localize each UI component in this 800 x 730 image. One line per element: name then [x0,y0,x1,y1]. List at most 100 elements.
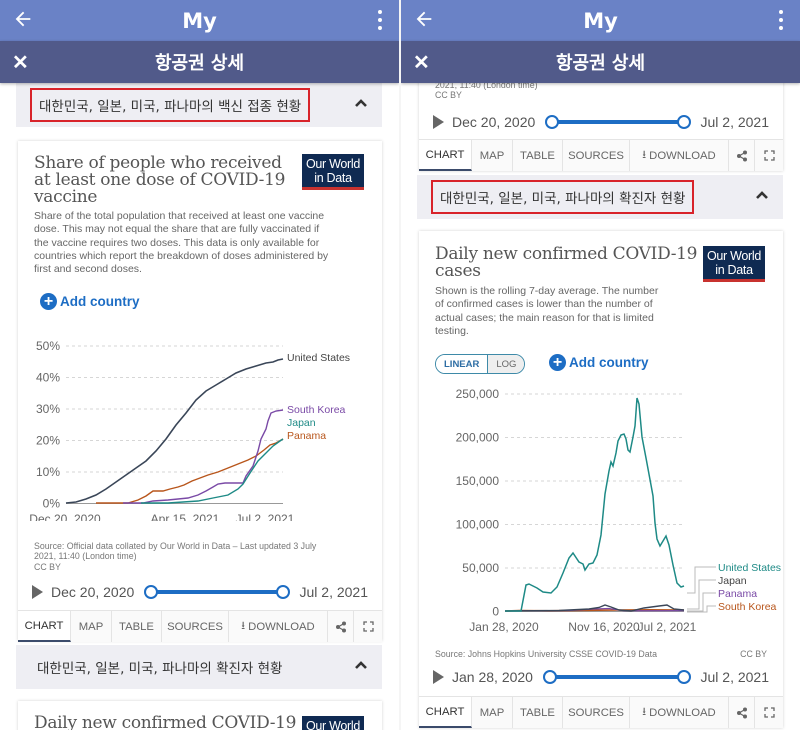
add-country-button[interactable]: + Add country [40,293,140,310]
play-icon[interactable] [32,585,43,599]
timeline-end: Jul 2, 2021 [299,584,369,600]
slider-end-handle[interactable] [275,585,290,599]
timeline: Dec 20, 2020 Jul 2, 2021 [32,581,368,603]
timeline-start: Dec 20, 2020 [452,114,536,130]
tab-chart[interactable]: CHART [18,611,71,642]
timeline: Jan 28, 2020 Jul 2, 2021 [433,666,769,688]
slider-start-handle[interactable] [542,670,557,684]
chart-source: Source: Official data collated by Our Wo… [34,541,317,572]
svg-text:Panama: Panama [718,588,757,600]
arrow-left-icon[interactable] [413,8,435,30]
section-title: 대한민국, 일본, 미국, 파나마의 확진자 현황 [37,661,283,677]
plus-circle-icon: + [40,293,57,310]
svg-text:Panama: Panama [287,430,326,442]
arrow-left-icon[interactable] [12,8,34,30]
svg-text:50%: 50% [36,339,60,353]
app-bar: My [401,0,800,41]
sub-header: ✕ 항공권 상세 [401,41,800,83]
share-icon[interactable] [729,697,755,728]
play-icon[interactable] [433,670,444,684]
tab-table[interactable]: TABLE [513,140,563,171]
tab-chart[interactable]: CHART [419,697,472,728]
svg-text:Jul 2, 2021: Jul 2, 2021 [236,512,295,521]
timeline-slider[interactable] [144,583,290,601]
svg-text:Jul 2, 2021: Jul 2, 2021 [638,620,697,634]
svg-text:Nov 16, 2020: Nov 16, 2020 [568,620,640,634]
tab-download[interactable]: ⭳ DOWNLOAD [630,140,729,171]
vaccine-line-chart: 50% 40% 30% 20% 10% 0% Dec 20, 2020 Apr … [29,339,350,521]
svg-text:0: 0 [492,605,499,619]
license-link[interactable]: CC BY [740,649,767,659]
more-vertical-icon[interactable] [377,10,383,30]
tab-download[interactable]: ⭳ DOWNLOAD [630,697,729,728]
linear-scale-button[interactable]: LINEAR [436,355,489,373]
timeline-start: Jan 28, 2020 [452,669,533,685]
chart-title: Daily new confirmed COVID-19 [34,713,297,730]
svg-text:South Korea: South Korea [287,404,346,416]
tab-sources[interactable]: SOURCES [563,140,630,171]
timeline-slider[interactable] [545,113,691,131]
owid-logo[interactable]: Our World in Data [302,154,364,190]
svg-text:100,000: 100,000 [456,518,500,532]
tab-sources[interactable]: SOURCES [162,611,229,642]
svg-text:0%: 0% [43,497,61,511]
chart-source: Source: Johns Hopkins University CSSE CO… [435,649,657,659]
timeline-slider[interactable] [542,668,691,686]
slider-end-handle[interactable] [676,670,691,684]
download-icon: ⭳ [642,706,647,718]
cases-section-header[interactable]: 대한민국, 일본, 미국, 파나마의 확진자 현황 [16,645,382,689]
chart-title: Daily new confirmed COVID-19 cases [435,244,698,281]
cases-chart-card: Daily new confirmed COVID-19 cases Our W… [419,231,783,728]
more-vertical-icon[interactable] [778,10,784,30]
slider-start-handle[interactable] [545,115,560,129]
svg-text:50,000: 50,000 [462,561,499,575]
close-icon[interactable]: ✕ [413,52,430,74]
play-icon[interactable] [433,115,444,129]
chevron-up-icon[interactable] [755,188,769,202]
tab-sources[interactable]: SOURCES [563,697,630,728]
tab-table[interactable]: TABLE [513,697,563,728]
svg-text:Jan 28, 2020: Jan 28, 2020 [469,620,539,634]
app-title: My [182,8,217,33]
tab-table[interactable]: TABLE [112,611,162,642]
share-icon[interactable] [729,140,755,171]
cases-section-header[interactable]: 대한민국, 일본, 미국, 파나마의 확진자 현황 [417,175,783,219]
owid-logo[interactable]: Our World [302,716,364,730]
page-title: 항공권 상세 [555,53,646,74]
tab-map[interactable]: MAP [71,611,112,642]
tab-map[interactable]: MAP [472,140,513,171]
chart-subtitle: Shown is the rolling 7-day average. The … [435,285,659,337]
sub-header: ✕ 항공권 상세 [0,41,399,83]
owid-logo[interactable]: Our World in Data [703,246,765,282]
vaccine-section-header[interactable]: 대한민국, 일본, 미국, 파나마의 백신 접종 현황 [16,83,382,127]
scale-toggle: LINEAR LOG [435,354,526,374]
fullscreen-icon[interactable] [755,697,783,728]
add-country-button[interactable]: + Add country [549,354,649,371]
svg-text:Japan: Japan [287,417,316,429]
share-icon[interactable] [328,611,354,642]
svg-text:20%: 20% [36,434,60,448]
svg-text:Apr 15, 2021: Apr 15, 2021 [151,512,220,521]
fullscreen-icon[interactable] [354,611,382,642]
section-title: 대한민국, 일본, 미국, 파나마의 확진자 현황 [431,180,695,214]
svg-text:Japan: Japan [718,575,747,587]
chart-subtitle: Share of the total population that recei… [34,210,329,276]
tab-map[interactable]: MAP [472,697,513,728]
tab-chart[interactable]: CHART [419,140,472,171]
timeline-end: Jul 2, 2021 [700,669,770,685]
download-icon: ⭳ [642,149,647,161]
chart-tabs: CHART MAP TABLE SOURCES ⭳ DOWNLOAD [419,696,783,728]
tab-download[interactable]: ⭳ DOWNLOAD [229,611,328,642]
slider-start-handle[interactable] [144,585,159,599]
svg-text:10%: 10% [36,465,60,479]
chevron-up-icon[interactable] [354,658,368,672]
slider-end-handle[interactable] [676,115,691,129]
log-scale-button[interactable]: LOG [488,355,525,373]
timeline: Dec 20, 2020 Jul 2, 2021 [433,111,769,133]
close-icon[interactable]: ✕ [12,52,29,74]
svg-text:United States: United States [718,562,781,574]
download-icon: ⭳ [241,620,246,632]
chevron-up-icon[interactable] [354,96,368,110]
fullscreen-icon[interactable] [755,140,783,171]
chart-tabs: CHART MAP TABLE SOURCES ⭳ DOWNLOAD [419,139,783,171]
